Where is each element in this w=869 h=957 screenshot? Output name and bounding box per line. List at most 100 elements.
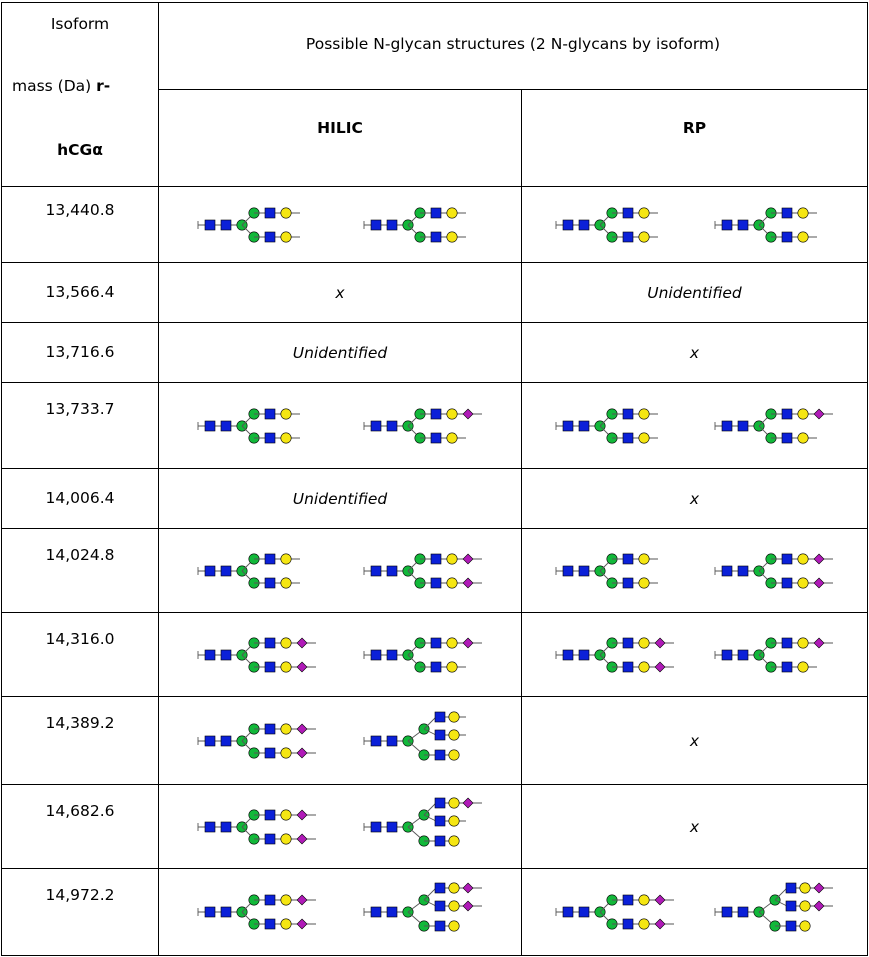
yellow-circle-icon (448, 729, 460, 741)
purple-diamond-icon (462, 637, 474, 649)
yellow-circle-icon (446, 637, 458, 649)
yellow-circle-icon (638, 918, 650, 930)
blue-square-icon (737, 219, 749, 231)
yellow-circle-icon (448, 815, 460, 827)
blue-square-icon (264, 894, 276, 906)
yellow-circle-icon (638, 577, 650, 589)
blue-square-icon (204, 735, 216, 747)
blue-square-icon (220, 821, 232, 833)
yellow-circle-icon (448, 711, 460, 723)
blue-square-icon (430, 577, 442, 589)
yellow-circle-icon (446, 432, 458, 444)
table-border-bottom (1, 955, 868, 956)
blue-square-icon (622, 432, 634, 444)
blue-square-icon (220, 735, 232, 747)
yellow-circle-icon (797, 637, 809, 649)
purple-diamond-icon (813, 637, 825, 649)
purple-diamond-icon (813, 882, 825, 894)
blue-square-icon (204, 649, 216, 661)
purple-diamond-icon (654, 894, 666, 906)
blue-square-icon (781, 661, 793, 673)
rp-cell-text: x (689, 344, 700, 362)
blue-square-icon (264, 918, 276, 930)
isoform-mass: 13,733.7 (45, 400, 115, 418)
biantennary-glycan (555, 553, 658, 589)
biantennary-glycan (363, 207, 466, 243)
blue-square-icon (434, 729, 446, 741)
blue-square-icon (781, 577, 793, 589)
yellow-circle-icon (638, 894, 650, 906)
yellow-circle-icon (446, 408, 458, 420)
yellow-circle-icon (799, 920, 811, 932)
purple-diamond-icon (296, 637, 308, 649)
yellow-circle-icon (446, 553, 458, 565)
blue-square-icon (434, 815, 446, 827)
yellow-circle-icon (280, 207, 292, 219)
blue-square-icon (264, 661, 276, 673)
blue-square-icon (562, 906, 574, 918)
blue-square-icon (737, 565, 749, 577)
biantennary-glycan (197, 637, 316, 673)
blue-square-icon (781, 637, 793, 649)
yellow-circle-icon (280, 231, 292, 243)
yellow-circle-icon (280, 918, 292, 930)
table-border-top (1, 2, 867, 3)
yellow-circle-icon (799, 882, 811, 894)
blue-square-icon (370, 649, 382, 661)
purple-diamond-icon (296, 747, 308, 759)
purple-diamond-icon (813, 408, 825, 420)
isoform-mass: 13,716.6 (45, 343, 115, 361)
yellow-circle-icon (280, 432, 292, 444)
blue-square-icon (386, 906, 398, 918)
blue-square-icon (781, 432, 793, 444)
blue-square-icon (721, 219, 733, 231)
yellow-circle-icon (797, 661, 809, 673)
blue-square-icon (386, 565, 398, 577)
isoform-mass: 14,024.8 (45, 546, 115, 564)
blue-square-icon (264, 553, 276, 565)
blue-square-icon (737, 649, 749, 661)
blue-square-icon (220, 649, 232, 661)
yellow-circle-icon (638, 207, 650, 219)
yellow-circle-icon (638, 661, 650, 673)
blue-square-icon (578, 219, 590, 231)
blue-square-icon (386, 219, 398, 231)
blue-square-icon (622, 231, 634, 243)
blue-square-icon (721, 565, 733, 577)
blue-square-icon (578, 649, 590, 661)
blue-square-icon (370, 906, 382, 918)
purple-diamond-icon (462, 408, 474, 420)
purple-diamond-icon (296, 809, 308, 821)
blue-square-icon (430, 553, 442, 565)
blue-square-icon (434, 900, 446, 912)
purple-diamond-icon (813, 900, 825, 912)
purple-diamond-icon (462, 553, 474, 565)
blue-square-icon (781, 231, 793, 243)
biantennary-glycan (363, 637, 482, 673)
blue-square-icon (622, 577, 634, 589)
triantennary-glycan (714, 882, 833, 932)
blue-square-icon (434, 882, 446, 894)
blue-square-icon (264, 809, 276, 821)
purple-diamond-icon (296, 723, 308, 735)
purple-diamond-icon (654, 661, 666, 673)
blue-square-icon (785, 920, 797, 932)
biantennary-glycan (363, 408, 482, 444)
isoform-mass: 14,316.0 (45, 630, 115, 648)
blue-square-icon (264, 637, 276, 649)
blue-square-icon (430, 408, 442, 420)
rp-cell-text: x (689, 818, 700, 836)
header-structures: Possible N-glycan structures (2 N-glycan… (305, 35, 721, 53)
triantennary-glycan (363, 797, 482, 847)
biantennary-glycan (714, 553, 833, 589)
yellow-circle-icon (280, 747, 292, 759)
isoform-mass: 14,682.6 (45, 802, 115, 820)
rp-cell-text: x (689, 490, 700, 508)
blue-square-icon (781, 408, 793, 420)
yellow-circle-icon (797, 231, 809, 243)
blue-square-icon (562, 649, 574, 661)
yellow-circle-icon (446, 231, 458, 243)
header-isoform-line1: Isoform (50, 15, 110, 33)
yellow-circle-icon (280, 577, 292, 589)
